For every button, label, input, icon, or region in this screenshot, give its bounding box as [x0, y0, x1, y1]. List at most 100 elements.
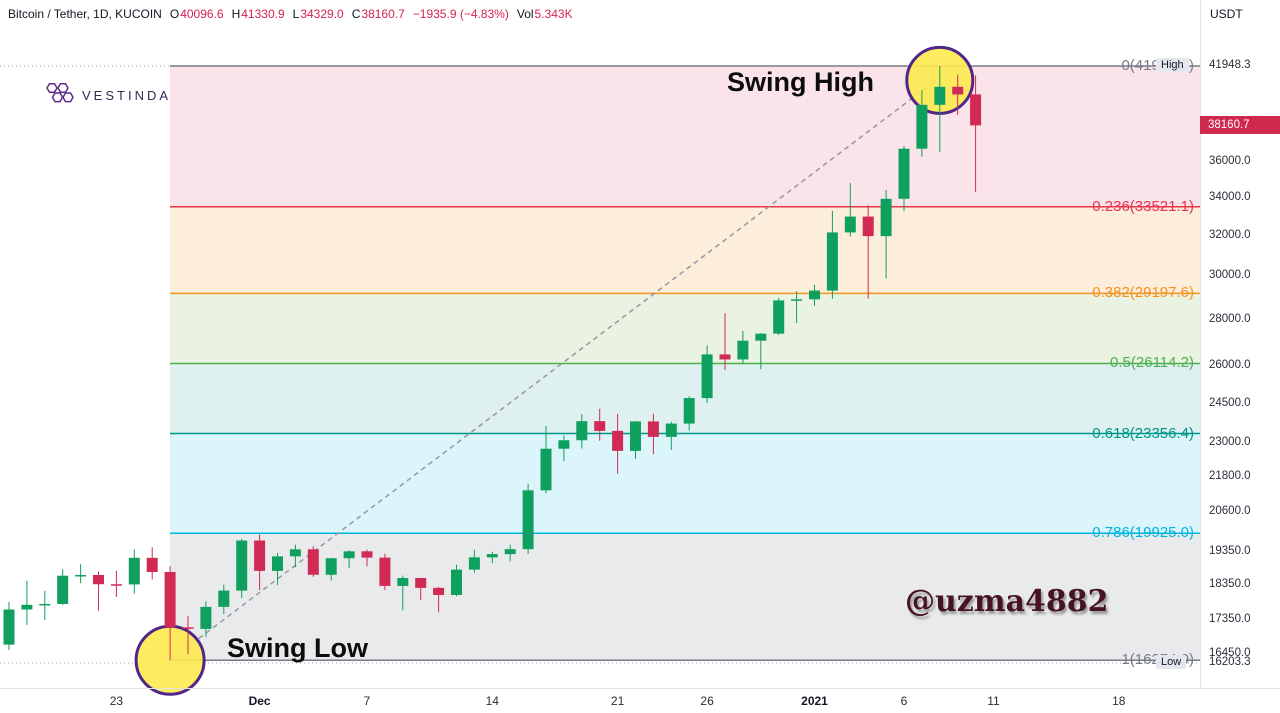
time-tick: 23 [109, 694, 124, 708]
candle-body [325, 558, 337, 575]
candle-body [647, 421, 659, 437]
candle-body [128, 557, 140, 585]
low-value: L34329.0 [292, 7, 344, 21]
candle-body [289, 549, 301, 557]
candle-body [540, 448, 552, 491]
quote-currency-label: USDT [1210, 7, 1243, 21]
candle-body [826, 232, 838, 291]
candle-body [809, 290, 820, 300]
candle-body [862, 216, 874, 237]
candle-body [755, 333, 767, 341]
candle-body [93, 575, 104, 585]
vestinda-hexagon-icon [44, 80, 74, 111]
candle-body [558, 440, 570, 449]
price-tick: 34000.0 [1209, 190, 1251, 203]
candle-body [3, 609, 15, 645]
price-tick: 36000.0 [1209, 154, 1251, 167]
price-tick: 23000.0 [1209, 436, 1251, 449]
swing-low-label[interactable]: Swing Low [227, 633, 368, 663]
time-tick: Dec [248, 694, 271, 708]
candle-body [343, 551, 355, 559]
candle-body [970, 94, 982, 126]
fib-band [170, 66, 1200, 207]
fib-band [170, 433, 1200, 534]
price-tick: 18350.0 [1209, 577, 1251, 590]
candle-body [379, 557, 391, 586]
time-axis[interactable]: 23 Dec 7 14 21 26 2021 6 11 18 [0, 688, 1280, 713]
candle-body [110, 584, 122, 586]
open-value: O40096.6 [169, 7, 224, 21]
fib-band [170, 533, 1200, 661]
price-tick: 16450.0 [1209, 646, 1251, 659]
candle-body [665, 423, 677, 437]
close-value: C38160.7 [351, 7, 405, 21]
change-value: −1935.9 (−4.83%) [412, 7, 509, 21]
watermark: @uzma4882 [905, 584, 1109, 619]
candle-body [504, 549, 516, 555]
high-value: H41330.9 [231, 7, 285, 21]
candle-body [773, 300, 785, 334]
candle-body [791, 299, 803, 301]
time-tick: 14 [485, 694, 499, 708]
price-tick: 32000.0 [1209, 228, 1251, 241]
candle-body [182, 627, 194, 629]
candle-body [218, 590, 230, 607]
candle-body [307, 549, 319, 575]
time-tick: 2021 [801, 694, 828, 708]
volume-value: Vol5.343K [516, 7, 573, 21]
price-axis[interactable]: 41948.3 36000.0 34000.0 32000.0 30000.0 28000… [1200, 0, 1280, 688]
swing-high-label[interactable]: Swing High [727, 67, 874, 97]
price-tick: 24500.0 [1209, 396, 1251, 409]
price-tick: 41948.3 [1209, 59, 1251, 71]
candle-body [451, 569, 462, 595]
candle-body [880, 198, 892, 237]
candle-body [200, 606, 212, 629]
candle-body [39, 603, 51, 606]
candle-body [415, 578, 427, 588]
candle-body [898, 148, 910, 199]
candle-body [361, 551, 373, 558]
candle-body [522, 490, 534, 550]
candle-body [486, 554, 498, 558]
candle-body [433, 587, 445, 595]
time-tick: 7 [363, 694, 371, 708]
candle-body [612, 430, 624, 451]
candle-body [236, 540, 248, 591]
time-tick: 11 [987, 694, 1000, 708]
candle-body [254, 540, 266, 571]
candle-body [701, 354, 713, 399]
candle-body [594, 421, 606, 431]
time-tick: 21 [610, 694, 625, 708]
candle-body [75, 575, 87, 577]
price-tick: 26000.0 [1209, 359, 1251, 372]
fib-band [170, 206, 1200, 294]
candle-body [916, 104, 928, 149]
fib-band [170, 293, 1200, 364]
candle-body [719, 354, 731, 360]
low-tag: Low [1156, 655, 1187, 669]
candle-body [57, 575, 69, 604]
candle-body [164, 571, 176, 628]
candle-body [844, 216, 856, 233]
high-tag: High [1156, 58, 1189, 72]
candle-body [934, 86, 946, 105]
time-tick: 18 [1112, 694, 1126, 708]
current-price-badge: 38160.7 [1200, 116, 1280, 135]
price-tick: 21800.0 [1209, 469, 1251, 482]
trend-line[interactable] [169, 76, 941, 661]
candle-body [272, 556, 283, 571]
candle-body [468, 557, 480, 570]
candle-body [576, 421, 588, 441]
candle-body [397, 578, 409, 586]
candle-body [146, 557, 158, 572]
price-tick: 28000.0 [1209, 312, 1251, 325]
candle-body [737, 340, 749, 360]
candle-body [630, 421, 641, 451]
ohlc-bar: Bitcoin / Tether, 1D, KUCOIN O40096.6 H4… [8, 7, 573, 21]
price-tick: 19350.0 [1209, 544, 1251, 557]
time-tick: 26 [700, 694, 714, 708]
vestinda-logo-text: VESTINDA [82, 88, 172, 103]
symbol-title[interactable]: Bitcoin / Tether, 1D, KUCOIN [8, 7, 162, 21]
candle-body [952, 86, 964, 95]
